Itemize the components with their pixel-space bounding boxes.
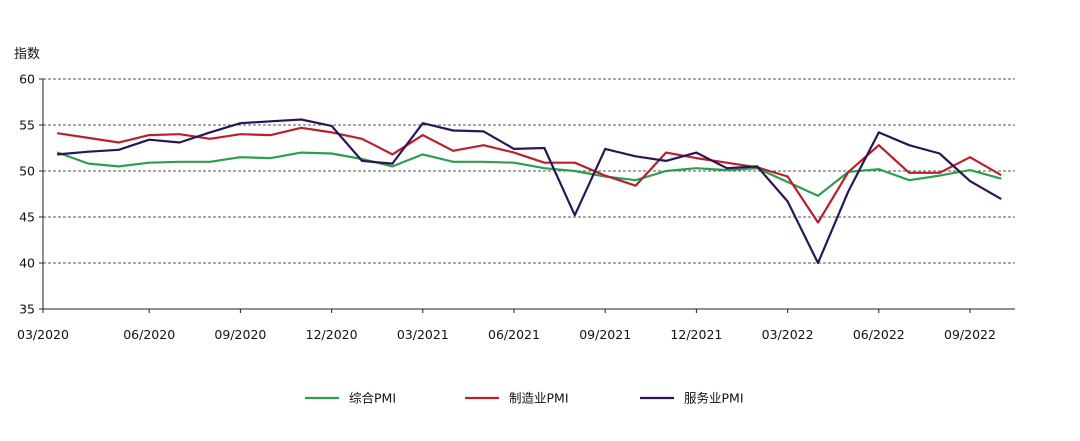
y-tick-label: 50 (19, 164, 35, 179)
x-tick-label: 12/2021 (670, 327, 722, 342)
y-axis-ticks: 35 40 45 50 55 60 (19, 72, 35, 317)
legend-label: 综合PMI (349, 391, 396, 406)
gridlines (43, 78, 1015, 264)
y-axis-label: 指数 (14, 47, 40, 62)
legend-label: 服务业PMI (684, 391, 744, 406)
y-tick-label: 45 (19, 210, 35, 225)
x-tick-label: 09/2020 (214, 327, 266, 342)
legend-label: 制造业PMI (509, 391, 569, 406)
series-lines (56, 118, 1002, 265)
y-tick-label: 40 (19, 256, 35, 271)
series-line (56, 126, 1002, 224)
series-line (56, 151, 1002, 197)
legend: 综合PMI 制造业PMI 服务业PMI (305, 391, 744, 406)
x-tick-label: 06/2020 (123, 327, 175, 342)
x-tick-label: 06/2021 (488, 327, 540, 342)
series-line (56, 118, 1002, 265)
x-tick-label: 03/2021 (397, 327, 449, 342)
x-tick-label: 03/2020 (17, 327, 69, 342)
x-tick-label: 06/2022 (853, 327, 905, 342)
y-tick-label: 55 (19, 118, 35, 133)
x-tick-label: 12/2020 (306, 327, 358, 342)
x-tick-label: 09/2021 (579, 327, 631, 342)
x-axis-ticks: 03/2020 06/2020 09/2020 12/2020 03/2021 06/20… (17, 327, 996, 342)
x-tick-label: 03/2022 (762, 327, 814, 342)
y-tick-label: 35 (19, 302, 35, 317)
x-tick-label: 09/2022 (944, 327, 996, 342)
axes (39, 78, 1015, 313)
y-tick-label: 60 (19, 72, 35, 87)
